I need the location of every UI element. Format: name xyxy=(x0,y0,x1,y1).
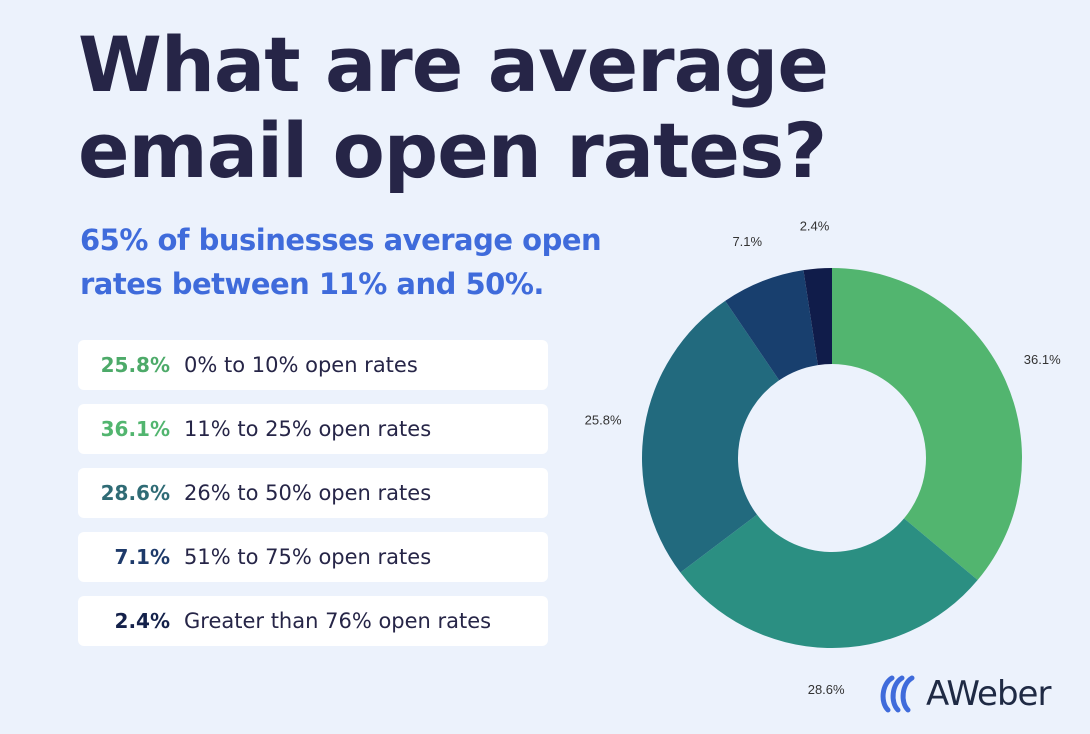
legend-item: 2.4% Greater than 76% open rates xyxy=(78,596,548,646)
page-title: What are average email open rates? xyxy=(78,20,829,195)
legend-label: 0% to 10% open rates xyxy=(184,353,418,377)
slice-label: 2.4% xyxy=(800,219,830,234)
legend-label: 26% to 50% open rates xyxy=(184,481,432,505)
legend-value: 7.1% xyxy=(114,545,170,569)
legend-item: 7.1% 51% to 75% open rates xyxy=(78,532,548,582)
subtitle: 65% of businesses average open rates bet… xyxy=(80,223,602,301)
legend-item: 25.8% 0% to 10% open rates xyxy=(78,340,548,390)
aweber-logo: AWeber xyxy=(878,672,1051,716)
slice-label: 7.1% xyxy=(732,234,762,249)
slice-label: 36.1% xyxy=(1024,352,1061,367)
legend-item: 36.1% 11% to 25% open rates xyxy=(78,404,548,454)
legend-value: 25.8% xyxy=(100,353,170,377)
pie-slice xyxy=(680,514,978,648)
legend-value: 36.1% xyxy=(100,417,170,441)
pie-slice xyxy=(642,300,780,573)
pie-slice xyxy=(725,270,818,381)
aweber-wave-icon xyxy=(880,675,915,713)
slice-label: 25.8% xyxy=(585,412,622,427)
slice-label: 28.6% xyxy=(808,682,845,697)
pie-slice xyxy=(803,268,832,366)
legend-value: 2.4% xyxy=(114,609,170,633)
pie-slice xyxy=(832,268,1023,581)
legend: 25.8% 0% to 10% open rates 36.1% 11% to … xyxy=(78,340,548,660)
legend-label: Greater than 76% open rates xyxy=(184,609,492,633)
legend-value: 28.6% xyxy=(100,481,170,505)
legend-label: 11% to 25% open rates xyxy=(184,417,432,441)
logo-text: AWeber xyxy=(926,674,1051,714)
legend-label: 51% to 75% open rates xyxy=(184,545,432,569)
legend-item: 28.6% 26% to 50% open rates xyxy=(78,468,548,518)
